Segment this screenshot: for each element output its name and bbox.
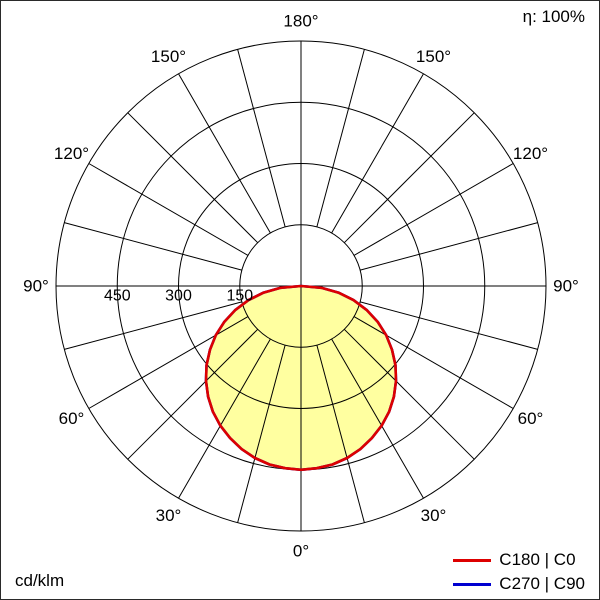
svg-text:30°: 30° <box>156 506 182 525</box>
svg-text:450: 450 <box>104 287 131 304</box>
svg-text:60°: 60° <box>518 409 544 428</box>
svg-text:300: 300 <box>165 287 192 304</box>
svg-text:150°: 150° <box>416 47 451 66</box>
svg-text:180°: 180° <box>283 12 318 31</box>
svg-text:60°: 60° <box>59 409 85 428</box>
units-label: cd/klm <box>15 571 65 590</box>
svg-text:120°: 120° <box>513 144 548 163</box>
efficiency-label: η: 100% <box>522 7 585 26</box>
svg-text:90°: 90° <box>553 277 579 296</box>
svg-text:0°: 0° <box>293 542 309 561</box>
svg-text:90°: 90° <box>23 277 49 296</box>
legend-line-red-icon <box>453 558 492 562</box>
legend-line-blue-icon <box>453 582 492 586</box>
svg-text:150: 150 <box>226 287 253 304</box>
legend: C180 | C0 C270 | C90 <box>453 550 585 594</box>
legend-item-c180-c0: C180 | C0 <box>453 550 585 570</box>
legend-item-c270-c90: C270 | C90 <box>453 574 585 594</box>
svg-text:150°: 150° <box>151 47 186 66</box>
svg-text:30°: 30° <box>421 506 447 525</box>
svg-text:120°: 120° <box>54 144 89 163</box>
legend-label-c180-c0: C180 | C0 <box>499 550 576 569</box>
legend-label-c270-c90: C270 | C90 <box>499 574 585 593</box>
